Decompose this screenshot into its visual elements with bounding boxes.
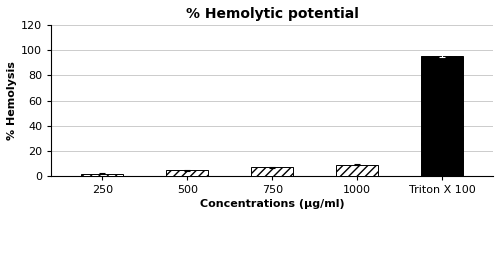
- Bar: [336, 165, 378, 176]
- Bar: [421, 56, 464, 176]
- Y-axis label: % Hemolysis: % Hemolysis: [7, 61, 17, 140]
- Bar: [251, 167, 294, 176]
- Bar: [166, 170, 208, 176]
- Bar: [81, 174, 124, 176]
- Title: % Hemolytic potential: % Hemolytic potential: [186, 7, 358, 21]
- X-axis label: Concentrations (μg/ml): Concentrations (μg/ml): [200, 199, 344, 209]
